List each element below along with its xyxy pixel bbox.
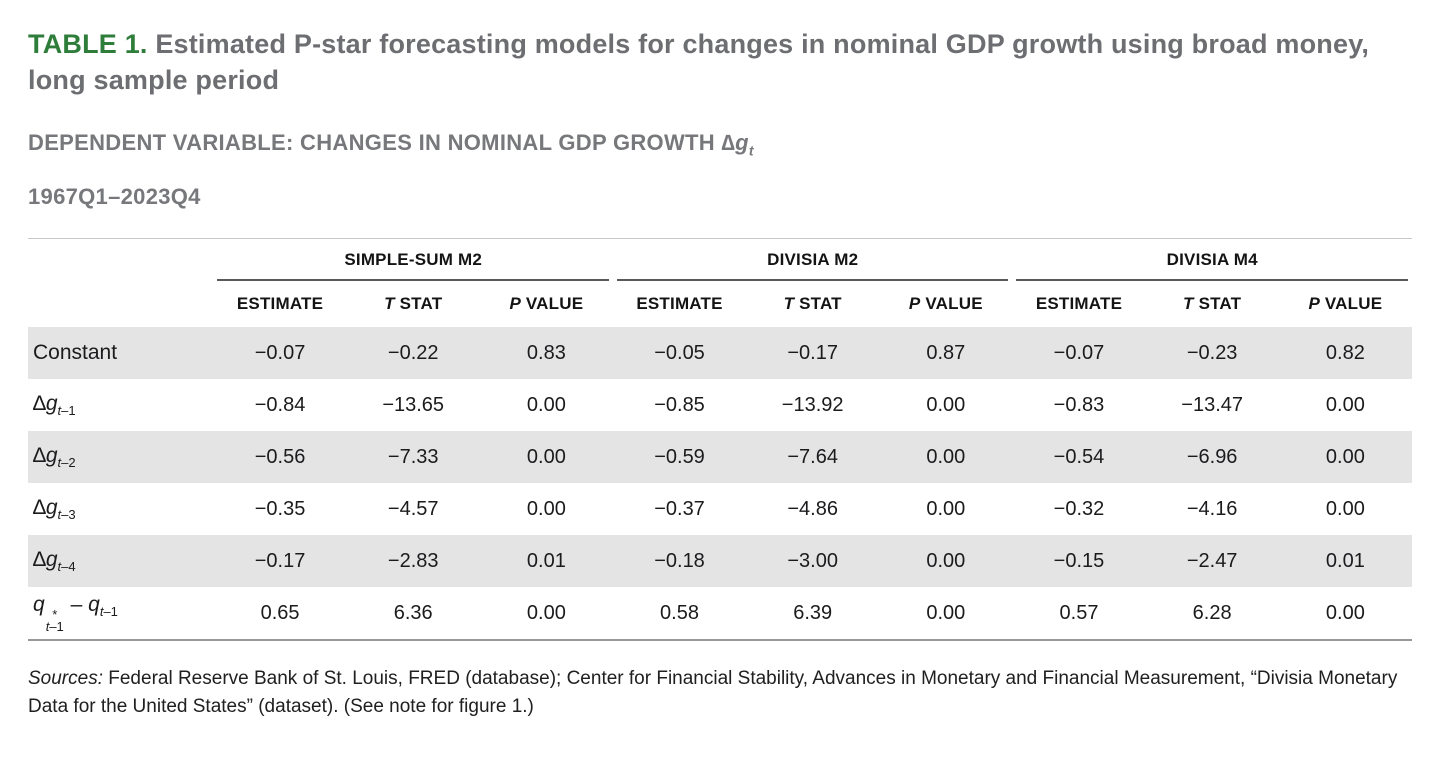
row-label: q * t–1 – qt–1 — [28, 587, 214, 642]
value-cell: 0.01 — [1325, 549, 1365, 572]
value-cell: 0.00 — [926, 549, 966, 572]
value-cell: −0.22 — [387, 341, 439, 364]
value-cell: −0.32 — [1053, 497, 1105, 520]
dependent-variable-symbol: ∆gt — [721, 130, 754, 159]
value-cell: −0.17 — [254, 549, 306, 572]
group-header-simple-sum-m2: SIMPLE-SUM M2 — [213, 238, 613, 282]
value-cell: −4.57 — [387, 497, 439, 520]
value-cell: −0.17 — [787, 341, 838, 364]
value-cell: −3.00 — [787, 549, 838, 572]
value-cell: −0.54 — [1053, 445, 1105, 468]
value-cell: 0.83 — [526, 341, 566, 364]
table-header: SIMPLE-SUM M2 DIVISIA M2 DIVISIA M4 ESTI… — [28, 238, 1412, 328]
sources-text: Federal Reserve Bank of St. Louis, FRED … — [28, 668, 1398, 718]
column-header-tstat: T STAT — [783, 294, 842, 314]
group-header-row: SIMPLE-SUM M2 DIVISIA M2 DIVISIA M4 — [28, 238, 1412, 282]
table-row: Constant −0.07 −0.22 0.83 −0.05 −0.17 0.87 −0.0… — [28, 327, 1412, 380]
value-cell: 0.00 — [526, 393, 566, 416]
value-cell: −7.64 — [787, 445, 838, 468]
value-cell: −0.23 — [1186, 341, 1238, 364]
value-cell: −13.65 — [382, 393, 445, 416]
column-header-estimate: ESTIMATE — [636, 294, 723, 314]
row-label: ∆gt–2 — [33, 444, 76, 471]
dependent-variable-label: DEPENDENT VARIABLE: CHANGES IN NOMINAL G… — [28, 130, 715, 155]
value-cell: 0.00 — [879, 587, 1013, 642]
value-cell: −0.15 — [1053, 549, 1105, 572]
value-cell: −13.47 — [1181, 393, 1243, 416]
column-header-pvalue: P VALUE — [1308, 294, 1383, 314]
results-table: SIMPLE-SUM M2 DIVISIA M2 DIVISIA M4 ESTI… — [28, 238, 1412, 642]
value-cell: −13.92 — [781, 393, 844, 416]
value-cell: −0.07 — [1053, 341, 1105, 364]
table-title-text: Estimated P-star forecasting models for … — [28, 29, 1370, 95]
value-cell: −0.07 — [254, 341, 306, 364]
dependent-variable-line: DEPENDENT VARIABLE: CHANGES IN NOMINAL G… — [28, 130, 1412, 158]
value-cell: 0.58 — [612, 587, 747, 642]
value-cell: −4.16 — [1186, 497, 1238, 520]
value-cell: 0.00 — [1325, 445, 1365, 468]
column-header-tstat: T STAT — [1183, 294, 1242, 314]
sample-period: 1967Q1–2023Q4 — [28, 184, 201, 210]
value-cell: 0.00 — [926, 445, 966, 468]
corner-cell — [28, 281, 213, 327]
value-cell: −0.84 — [254, 393, 306, 416]
column-header-tstat: T STAT — [384, 294, 443, 314]
group-header-divisia-m4: DIVISIA M4 — [1012, 238, 1412, 282]
value-cell: −0.35 — [254, 497, 306, 520]
value-cell: −0.05 — [654, 341, 705, 364]
value-cell: 0.00 — [526, 445, 566, 468]
value-cell: −4.86 — [787, 497, 838, 520]
table-row: ∆gt–4 −0.17 −2.83 0.01 −0.18 −3.00 0.00 −0.15 −2… — [28, 535, 1412, 588]
table-row: ∆gt–3 −0.35 −4.57 0.00 −0.37 −4.86 0.00 −0.32 −4… — [28, 483, 1412, 535]
table-row: ∆gt–2 −0.56 −7.33 0.00 −0.59 −7.64 0.00 −0.54 −6… — [28, 431, 1412, 484]
row-label: ∆gt–3 — [33, 496, 76, 523]
value-cell: 0.00 — [926, 393, 966, 416]
value-cell: −6.96 — [1186, 445, 1238, 468]
value-cell: 0.01 — [526, 549, 566, 572]
document-page: TABLE 1. Estimated P-star forecasting mo… — [28, 26, 1412, 721]
sources-label: Sources: — [28, 668, 103, 690]
table-row: q * t–1 – qt–1 0.65 6.36 0.00 0.58 6.39 0.00 0.57… — [28, 587, 1412, 642]
value-cell: 0.00 — [1278, 587, 1412, 642]
value-cell: 6.39 — [746, 587, 880, 642]
value-cell: 0.00 — [1325, 497, 1365, 520]
value-cell: −0.18 — [654, 549, 705, 572]
value-cell: 0.82 — [1325, 341, 1365, 364]
sources-note: Sources: Federal Reserve Bank of St. Lou… — [28, 665, 1412, 721]
value-cell: 0.65 — [213, 587, 347, 642]
column-header-pvalue: P VALUE — [509, 294, 584, 314]
table-body: Constant −0.07 −0.22 0.83 −0.05 −0.17 0.87 −0.0… — [28, 327, 1412, 642]
value-cell: 0.57 — [1012, 587, 1146, 642]
column-header-estimate: ESTIMATE — [236, 294, 324, 314]
column-header-estimate: ESTIMATE — [1035, 294, 1123, 314]
row-label: Constant — [33, 341, 118, 365]
table-title: TABLE 1. Estimated P-star forecasting mo… — [28, 26, 1412, 98]
value-cell: 0.00 — [479, 587, 613, 642]
value-cell: 0.00 — [926, 497, 966, 520]
value-cell: −0.83 — [1053, 393, 1105, 416]
value-cell: −7.33 — [387, 445, 439, 468]
row-label: ∆gt–4 — [33, 548, 76, 575]
value-cell: 6.28 — [1145, 587, 1279, 642]
group-header-divisia-m2: DIVISIA M2 — [612, 238, 1013, 282]
value-cell: −0.37 — [654, 497, 705, 520]
corner-cell — [28, 238, 214, 282]
column-header-pvalue: P VALUE — [908, 294, 983, 314]
value-cell: 0.00 — [1325, 393, 1365, 416]
value-cell: 0.87 — [926, 341, 966, 364]
row-label: ∆gt–1 — [33, 392, 76, 419]
value-cell: −2.47 — [1186, 549, 1238, 572]
value-cell: 0.00 — [526, 497, 566, 520]
value-cell: −0.56 — [254, 445, 306, 468]
value-cell: −0.59 — [654, 445, 705, 468]
column-header-row: ESTIMATE T STAT P VALUE ESTIMATE T STAT … — [28, 281, 1412, 327]
value-cell: 6.36 — [346, 587, 480, 642]
table-number: TABLE 1. — [28, 29, 148, 59]
table-row: ∆gt–1 −0.84 −13.65 0.00 −0.85 −13.92 0.00 −0.83… — [28, 379, 1412, 431]
value-cell: −2.83 — [387, 549, 439, 572]
value-cell: −0.85 — [654, 393, 705, 416]
